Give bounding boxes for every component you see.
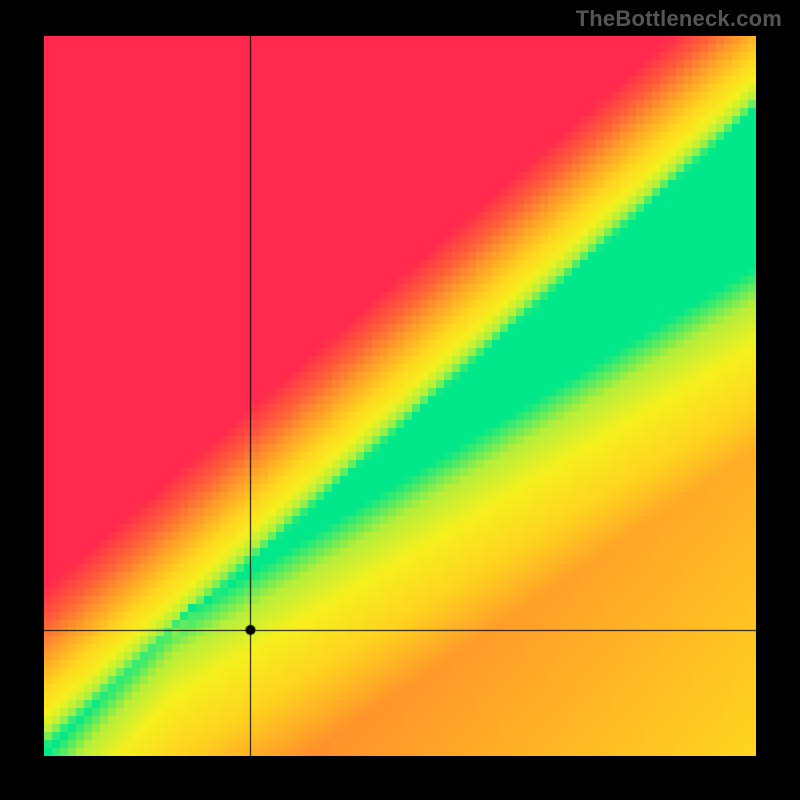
crosshair-overlay [44,36,756,756]
watermark-text: TheBottleneck.com [576,6,782,32]
chart-frame: TheBottleneck.com [0,0,800,800]
